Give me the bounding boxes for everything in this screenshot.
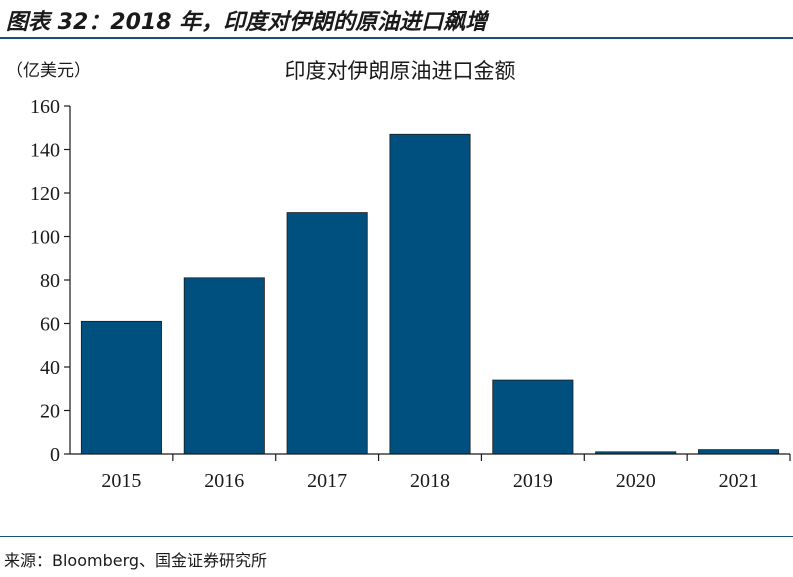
y-tick-label: 140 xyxy=(30,140,60,162)
bar-2017 xyxy=(286,212,368,455)
x-tick-label: 2016 xyxy=(204,470,244,492)
y-tick-label: 20 xyxy=(40,401,60,423)
y-tick-label: 0 xyxy=(50,444,60,466)
y-tick-label: 100 xyxy=(30,227,60,249)
bar-chart: 印度对伊朗原油进口金额 （亿美元） 020406080100120140160 … xyxy=(6,59,791,492)
source-note: 来源：Bloomberg、国金证券研究所 xyxy=(4,551,268,570)
x-axis: 2015 2016 2017 2018 2019 2020 2021 xyxy=(70,453,791,492)
bottom-rule xyxy=(0,536,793,537)
figure-title: 图表 32：2018 年，印度对伊朗的原油进口飙增 xyxy=(6,10,488,35)
x-tick-label: 2021 xyxy=(719,470,759,492)
x-tick-label: 2020 xyxy=(616,470,656,492)
chart-title: 印度对伊朗原油进口金额 xyxy=(285,59,516,83)
x-tick-label: 2018 xyxy=(410,470,450,492)
y-tick-label: 40 xyxy=(40,357,60,379)
y-tick-label: 160 xyxy=(30,96,60,118)
top-rule xyxy=(0,37,793,39)
x-tick-label: 2019 xyxy=(513,470,553,492)
x-tick-label: 2017 xyxy=(307,470,347,492)
bar-2016 xyxy=(183,277,265,455)
x-tick-label: 2015 xyxy=(101,470,141,492)
y-axis-unit-label: （亿美元） xyxy=(6,61,91,81)
y-tick-label: 60 xyxy=(40,314,60,336)
bar-2021 xyxy=(698,449,780,455)
bar-2015 xyxy=(80,320,162,455)
bar-2018 xyxy=(389,133,471,455)
y-tick-label: 120 xyxy=(30,183,60,205)
y-tick-label: 80 xyxy=(40,270,60,292)
y-axis: 0 20 40 60 80 100 120 140 160 xyxy=(30,96,71,466)
bars-group xyxy=(80,133,780,455)
bar-2019 xyxy=(492,379,574,455)
